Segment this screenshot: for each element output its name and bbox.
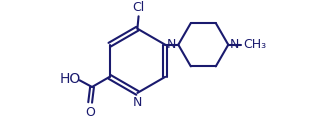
Text: O: O bbox=[85, 106, 95, 119]
Text: HO: HO bbox=[60, 72, 81, 86]
Text: N: N bbox=[133, 96, 142, 109]
Text: Cl: Cl bbox=[132, 1, 145, 14]
Text: CH₃: CH₃ bbox=[243, 38, 266, 51]
Text: N: N bbox=[230, 38, 240, 51]
Text: N: N bbox=[167, 38, 176, 51]
